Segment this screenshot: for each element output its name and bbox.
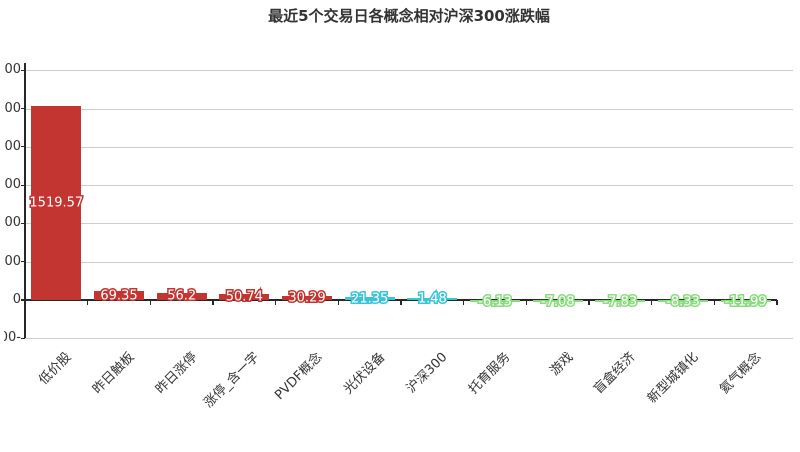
bar-value-label: 50.74 50.74 <box>224 288 264 306</box>
bar <box>658 300 708 303</box>
bar-value-label: 56.2 56.2 <box>166 287 198 305</box>
y-axis-tick-label: 600 <box>4 215 21 231</box>
bar <box>156 292 207 300</box>
bar-value-label: 21.35 21.35 <box>350 290 390 308</box>
bar-value-text: -8.33 <box>666 294 700 310</box>
bar <box>595 300 646 303</box>
bar <box>94 291 144 300</box>
x-tick-mark <box>713 300 715 305</box>
bar-value-outline: -11.99 <box>723 293 768 311</box>
bar-value-outline: 50.74 <box>224 288 264 306</box>
x-tick-mark <box>588 300 590 305</box>
bar-value-outline: 1.48 <box>416 290 448 308</box>
bar-value-text: 1519.57 <box>29 195 84 211</box>
y-tick-mark <box>20 146 25 148</box>
bar-value-text: -7.08 <box>540 294 575 310</box>
bar-value-label: -11.99 -11.99 <box>723 293 768 311</box>
y-axis-tick-label: 300 <box>4 253 21 269</box>
bar <box>470 300 520 303</box>
bar-value-outline: 30.29 <box>287 289 327 307</box>
h-gridline <box>25 338 793 340</box>
bar-value-outline: 1519.57 <box>28 194 85 212</box>
bar-value-text: -11.99 <box>724 294 767 310</box>
bar <box>31 106 82 300</box>
bar-value-label: 1.48 1.48 <box>416 290 448 308</box>
h-gridline <box>25 261 793 263</box>
bar-value-text: 1.48 <box>417 291 447 307</box>
y-axis-tick-label: 1200 <box>4 138 21 154</box>
y-tick-mark <box>20 299 25 301</box>
bar-value-label: 69.35 69.35 <box>99 287 139 305</box>
y-tick-mark <box>20 337 25 339</box>
x-tick-mark <box>149 300 151 305</box>
y-axis-tick-label: -300 <box>4 330 21 346</box>
bar <box>720 300 771 303</box>
bar-value-text: 21.35 <box>351 291 389 307</box>
bar-value-label: -7.08 -7.08 <box>539 293 576 311</box>
x-tick-mark <box>400 300 402 305</box>
chart-title: 最近5个交易日各概念相对沪深300涨跌幅 <box>268 7 550 25</box>
y-axis-tick-label: 900 <box>4 177 21 193</box>
y-tick-mark <box>20 261 25 263</box>
bar-value-text: 56.2 <box>167 288 197 304</box>
bar-value-outline: -6.13 <box>477 293 514 311</box>
y-axis-tick-label: 1500 <box>4 100 21 116</box>
chart-page: { "title": "最近5个交易日各概念相对沪深300涨跌幅", "colo… <box>4 7 793 412</box>
y-axis-tick-label: 1800 <box>4 62 21 78</box>
bar-value-text: -7.83 <box>603 294 638 310</box>
bar-value-outline: 56.2 <box>166 287 198 305</box>
bar-value-text: 69.35 <box>100 288 138 304</box>
bar <box>219 293 270 300</box>
y-tick-mark <box>20 107 25 110</box>
y-axis-line <box>24 63 26 339</box>
bar-value-outline: 69.35 <box>99 287 139 305</box>
h-gridline <box>25 185 793 187</box>
x-tick-mark <box>651 300 653 305</box>
x-tick-mark <box>212 300 214 305</box>
bar-value-label: -7.83 -7.83 <box>602 293 639 311</box>
bar <box>407 298 458 300</box>
bar <box>282 296 332 300</box>
x-tick-mark <box>463 300 465 305</box>
y-tick-mark <box>20 184 25 186</box>
bar-value-outline: -7.83 <box>602 293 639 311</box>
h-gridline <box>25 70 793 72</box>
bar-value-outline: 21.35 <box>350 290 390 308</box>
x-tick-mark <box>87 300 89 305</box>
h-gridline <box>25 108 793 110</box>
bar-value-outline: -8.33 <box>665 293 702 311</box>
bar-value-label: -6.13 -6.13 <box>477 293 514 311</box>
bar-value-label: 30.29 30.29 <box>287 289 327 307</box>
bar <box>532 300 583 303</box>
y-tick-mark <box>20 69 25 71</box>
bar-value-outline: -7.08 <box>539 293 576 311</box>
bar-value-label: 1519.57 1519.57 <box>28 194 85 212</box>
x-tick-mark <box>525 300 527 305</box>
h-gridline <box>25 146 793 148</box>
x-tick-mark <box>337 300 339 305</box>
bar <box>344 297 395 300</box>
h-gridline <box>25 223 793 225</box>
bar-value-text: -6.13 <box>478 294 512 310</box>
bar-value-text: 30.29 <box>288 290 326 306</box>
y-tick-mark <box>20 222 25 224</box>
y-axis-tick-label: 0 <box>12 292 21 307</box>
bar-value-label: -8.33 -8.33 <box>665 293 702 311</box>
x-tick-mark <box>275 300 277 305</box>
bar-value-text: 50.74 <box>225 289 263 305</box>
x-tick-mark <box>776 300 778 305</box>
bar-chart-plot-area: 1800 1500 1200 900 600 300 0 -300 1519.571519.57… <box>4 62 793 411</box>
